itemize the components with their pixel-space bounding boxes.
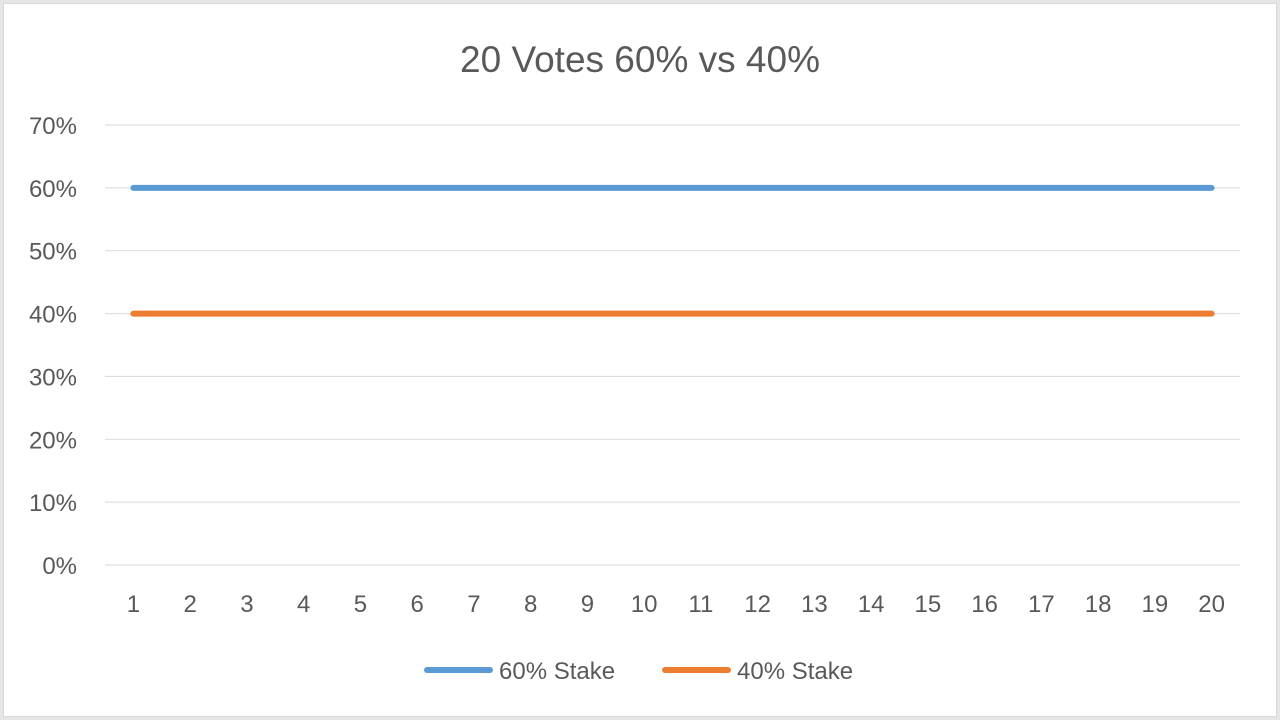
x-tick-label: 3 (240, 591, 253, 618)
x-tick-label: 16 (971, 591, 998, 618)
x-tick-label: 15 (915, 591, 942, 618)
x-tick-label: 6 (410, 591, 423, 618)
y-tick-label: 20% (29, 427, 77, 454)
y-tick-label: 50% (29, 239, 77, 266)
legend-label: 60% Stake (499, 658, 615, 685)
x-tick-label: 7 (467, 591, 480, 618)
x-tick-label: 2 (183, 591, 196, 618)
legend-label: 40% Stake (737, 658, 853, 685)
series-lines (130, 184, 1215, 317)
x-tick-label: 11 (688, 591, 713, 618)
x-tick-label: 13 (801, 591, 828, 618)
x-tick-label: 4 (297, 591, 310, 618)
y-tick-label: 0% (42, 553, 77, 580)
y-tick-label: 30% (29, 364, 77, 391)
y-tick-label: 70% (29, 113, 77, 140)
x-tick-label: 9 (581, 591, 594, 618)
gridlines (105, 124, 1240, 566)
x-tick-label: 19 (1142, 591, 1169, 618)
x-tick-label: 8 (524, 591, 537, 618)
chart-title: 20 Votes 60% vs 40% (460, 39, 820, 80)
chart-frame (3, 3, 1277, 717)
x-tick-label: 14 (858, 591, 885, 618)
y-axis-ticks: 0% 10% 20% 30% 40% 50% 60% 70% (29, 113, 77, 580)
x-tick-label: 1 (127, 591, 140, 618)
x-tick-label: 17 (1028, 591, 1055, 618)
x-tick-label: 20 (1198, 591, 1225, 618)
x-axis-ticks: 1 2 3 4 5 6 7 8 9 10 11 12 13 14 15 16 17 18 19 20 (127, 591, 1225, 618)
x-tick-label: 10 (631, 591, 658, 618)
legend: 60% Stake 40% Stake (424, 658, 853, 685)
y-tick-label: 60% (29, 176, 77, 203)
x-tick-label: 5 (354, 591, 367, 618)
y-tick-label: 40% (29, 302, 77, 329)
x-tick-label: 12 (744, 591, 771, 618)
x-tick-label: 18 (1085, 591, 1112, 618)
y-tick-label: 10% (29, 490, 77, 517)
